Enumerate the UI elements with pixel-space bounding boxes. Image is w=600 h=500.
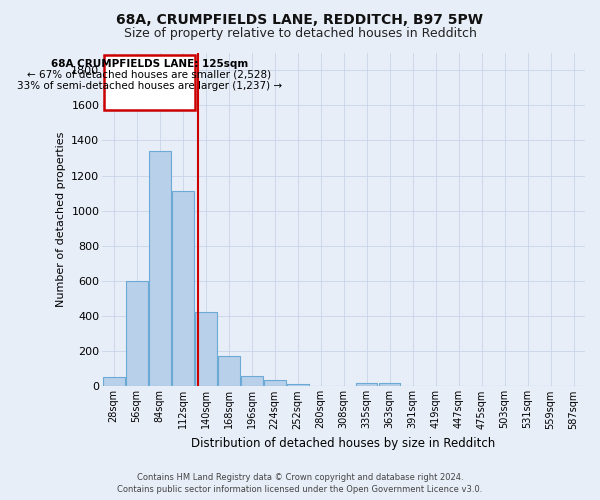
Text: 68A CRUMPFIELDS LANE: 125sqm: 68A CRUMPFIELDS LANE: 125sqm [50,59,248,69]
Text: 68A, CRUMPFIELDS LANE, REDDITCH, B97 5PW: 68A, CRUMPFIELDS LANE, REDDITCH, B97 5PW [116,12,484,26]
Text: 33% of semi-detached houses are larger (1,237) →: 33% of semi-detached houses are larger (… [17,81,282,91]
Y-axis label: Number of detached properties: Number of detached properties [56,132,66,307]
Bar [195,312,217,386]
Bar [287,384,308,386]
Bar [103,376,125,386]
Text: ← 67% of detached houses are smaller (2,528): ← 67% of detached houses are smaller (2,… [27,69,271,79]
Bar [149,151,170,386]
X-axis label: Distribution of detached houses by size in Redditch: Distribution of detached houses by size … [191,437,496,450]
Bar [263,380,286,386]
Bar [356,383,377,386]
Bar [126,281,148,386]
Text: Size of property relative to detached houses in Redditch: Size of property relative to detached ho… [124,28,476,40]
Bar [172,192,194,386]
Bar [379,383,400,386]
Text: Contains HM Land Registry data © Crown copyright and database right 2024.
Contai: Contains HM Land Registry data © Crown c… [118,472,482,494]
FancyBboxPatch shape [104,55,194,110]
Bar [218,356,239,386]
Bar [241,376,263,386]
